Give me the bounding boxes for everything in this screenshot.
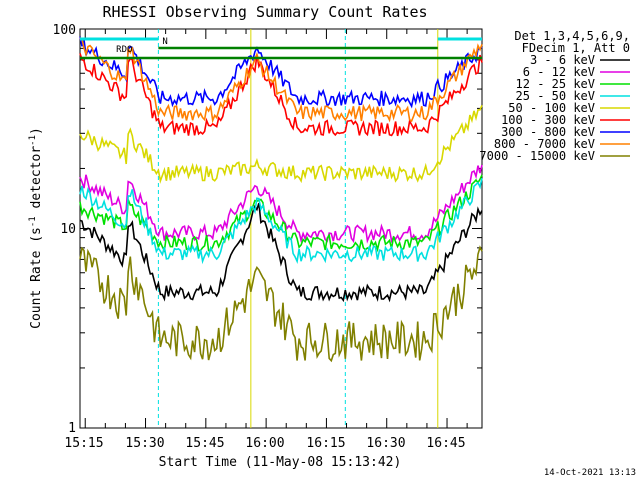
- plot-area: N RDO: [79, 28, 483, 429]
- flag-bars: N RDO: [80, 37, 482, 60]
- y-axis-title: Count Rate (s-1 detector-1): [28, 127, 44, 329]
- x-label-1530: 15:30: [125, 436, 164, 451]
- legend-entry-label: 25 - 50 keV: [516, 89, 595, 103]
- legend-entry-label: 3 - 6 keV: [530, 53, 595, 67]
- legend-entry-label: 300 - 800 keV: [501, 125, 595, 139]
- legend-header-2: FDecim 1, Att 0: [522, 41, 630, 55]
- timestamp: 14-Oct-2021 13:13: [544, 468, 636, 478]
- series-line-7: [79, 36, 483, 124]
- legend-entry-label: 100 - 300 keV: [501, 113, 595, 127]
- night-flag-label: N: [162, 37, 167, 47]
- x-label-1630: 16:30: [366, 436, 405, 451]
- series-line-0: [79, 202, 483, 303]
- y-label-10: 10: [60, 222, 76, 237]
- legend: Det 1,3,4,5,6,9, FDecim 1, Att 0 3 - 6 k…: [479, 29, 630, 163]
- x-label-1600: 16:00: [245, 436, 284, 451]
- legend-entry-label: 7000 - 15000 keV: [479, 149, 595, 163]
- y-label-100: 100: [53, 23, 76, 38]
- x-label-1545: 15:45: [185, 436, 224, 451]
- legend-entry-label: 50 - 100 keV: [508, 101, 595, 115]
- rdo-flag-label: RDO: [116, 45, 132, 55]
- series-group: [79, 36, 483, 363]
- chart-title: RHESSI Observing Summary Count Rates: [102, 3, 427, 21]
- series-line-3: [79, 178, 483, 265]
- x-axis-title: Start Time (11-May-08 15:13:42): [159, 455, 402, 470]
- series-line-6: [79, 36, 483, 109]
- series-line-4: [79, 104, 483, 184]
- series-line-5: [79, 53, 483, 137]
- series-line-8: [79, 245, 483, 363]
- x-axis-ticks: [84, 29, 468, 428]
- x-label-1515: 15:15: [64, 436, 103, 451]
- x-label-1645: 16:45: [426, 436, 465, 451]
- legend-header-1: Det 1,3,4,5,6,9,: [514, 29, 630, 43]
- x-label-1615: 16:15: [306, 436, 345, 451]
- legend-entry-label: 800 - 7000 keV: [494, 137, 595, 151]
- legend-entry-label: 12 - 25 keV: [516, 77, 595, 91]
- legend-entry-label: 6 - 12 keV: [523, 65, 595, 79]
- y-label-1: 1: [68, 421, 76, 436]
